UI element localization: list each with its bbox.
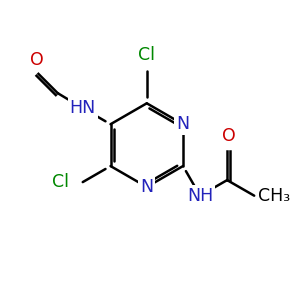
Text: CH₃: CH₃ bbox=[258, 187, 290, 205]
Text: NH: NH bbox=[187, 187, 213, 205]
Text: N: N bbox=[140, 178, 153, 196]
Text: Cl: Cl bbox=[52, 173, 69, 191]
Text: Cl: Cl bbox=[138, 46, 155, 64]
Text: HN: HN bbox=[70, 99, 96, 117]
Text: O: O bbox=[222, 127, 236, 145]
Text: O: O bbox=[30, 51, 44, 69]
Text: N: N bbox=[176, 115, 190, 133]
